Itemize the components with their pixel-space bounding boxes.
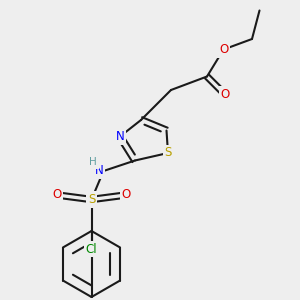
Text: H: H (89, 157, 97, 167)
Text: O: O (52, 188, 62, 202)
Text: N: N (116, 130, 124, 143)
Text: N: N (95, 164, 103, 178)
Text: O: O (220, 88, 230, 101)
Text: Cl: Cl (86, 242, 97, 256)
Text: S: S (164, 146, 172, 160)
Text: O: O (219, 43, 228, 56)
Text: S: S (88, 193, 95, 206)
Text: O: O (122, 188, 130, 202)
